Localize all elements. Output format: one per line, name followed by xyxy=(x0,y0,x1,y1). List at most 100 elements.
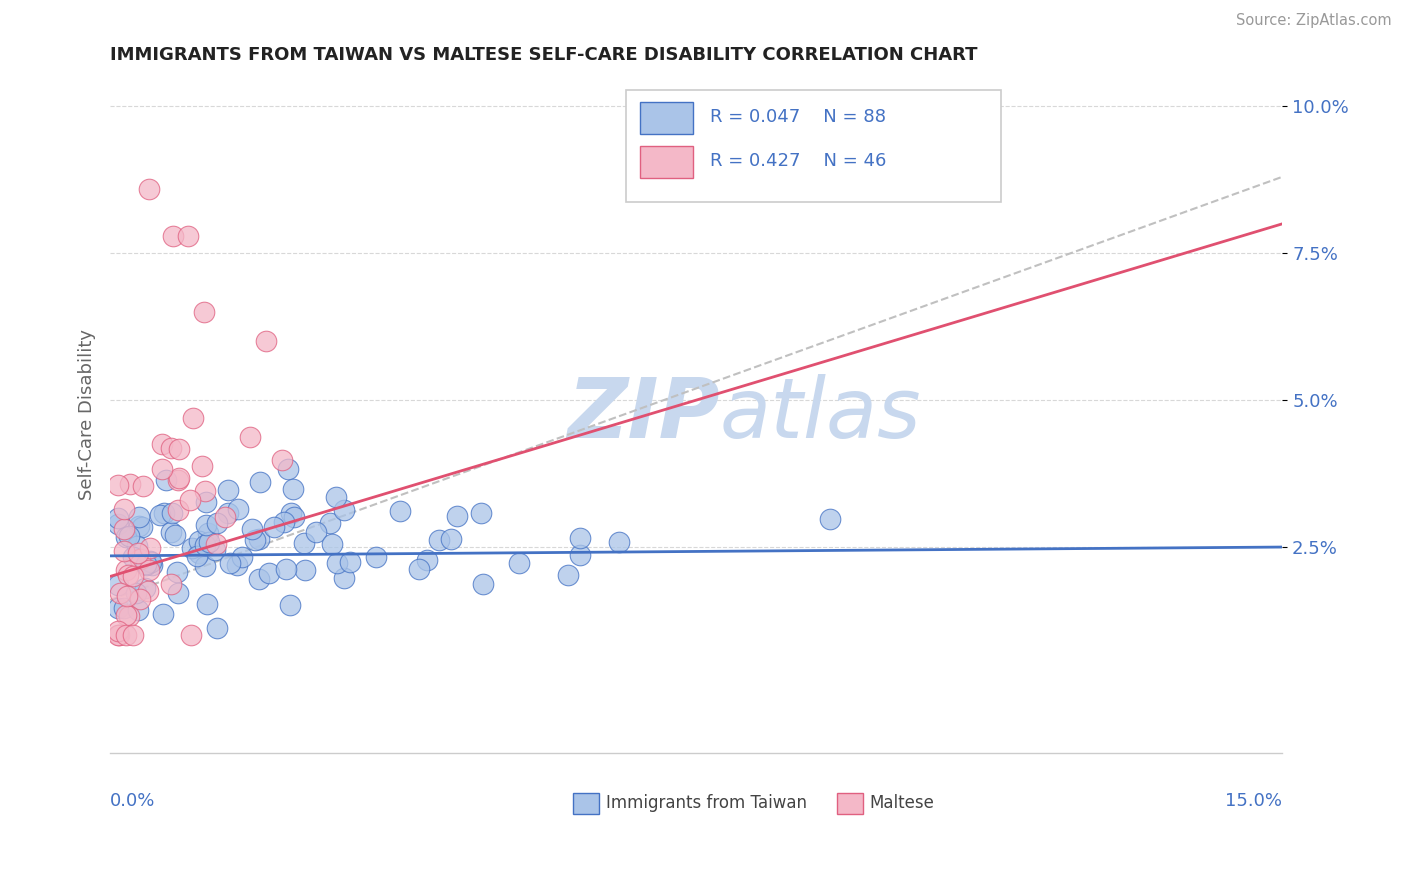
Point xyxy=(283,483,305,497)
FancyBboxPatch shape xyxy=(640,102,693,135)
Point xyxy=(226,558,249,573)
Point xyxy=(110,586,132,600)
Point xyxy=(122,569,145,583)
Point xyxy=(149,508,172,523)
Point xyxy=(179,493,201,508)
Y-axis label: Self-Care Disability: Self-Care Disability xyxy=(79,329,96,500)
Point xyxy=(416,553,439,567)
Point xyxy=(194,483,217,498)
Point xyxy=(112,600,135,615)
Point xyxy=(226,502,249,516)
Point xyxy=(125,586,148,600)
Point xyxy=(167,471,190,485)
Text: Immigrants from Taiwan: Immigrants from Taiwan xyxy=(606,795,807,813)
Point xyxy=(107,478,129,492)
Point xyxy=(188,534,211,549)
Point xyxy=(194,538,217,552)
Point xyxy=(193,305,215,319)
Point xyxy=(326,556,349,570)
Point xyxy=(321,537,343,551)
Point xyxy=(294,563,316,577)
Point xyxy=(186,549,208,563)
Point xyxy=(150,462,173,476)
Text: ZIP: ZIP xyxy=(567,375,720,455)
Point xyxy=(160,442,183,456)
Point xyxy=(107,628,129,642)
Text: R = 0.047    N = 88: R = 0.047 N = 88 xyxy=(710,109,886,127)
Point xyxy=(155,473,177,487)
Point xyxy=(107,511,129,525)
Point xyxy=(609,535,631,549)
FancyBboxPatch shape xyxy=(640,145,693,178)
Point xyxy=(162,228,184,243)
Point xyxy=(122,628,145,642)
Point xyxy=(292,536,315,550)
Point xyxy=(243,533,266,548)
Point xyxy=(217,506,239,520)
Point xyxy=(195,597,218,611)
Point xyxy=(167,586,190,600)
Point xyxy=(107,624,129,639)
Point xyxy=(569,531,592,545)
Text: Maltese: Maltese xyxy=(870,795,935,813)
Text: atlas: atlas xyxy=(720,375,921,455)
Point xyxy=(128,509,150,524)
Point xyxy=(273,515,295,529)
Point xyxy=(557,567,579,582)
Point xyxy=(129,592,152,607)
Point xyxy=(277,462,299,476)
Point xyxy=(239,429,262,443)
Point xyxy=(276,561,298,575)
Point xyxy=(219,557,242,571)
Point xyxy=(256,334,278,349)
Point xyxy=(339,555,361,569)
Point xyxy=(128,551,150,566)
FancyBboxPatch shape xyxy=(626,90,1001,202)
Point xyxy=(388,504,411,518)
Point xyxy=(270,452,292,467)
Point xyxy=(132,479,155,493)
FancyBboxPatch shape xyxy=(574,793,599,814)
Text: 0.0%: 0.0% xyxy=(110,791,156,810)
Point xyxy=(115,628,138,642)
Point xyxy=(180,628,202,642)
Point xyxy=(249,475,271,490)
Point xyxy=(166,473,188,487)
Point xyxy=(205,537,228,551)
Point xyxy=(135,558,157,573)
Point xyxy=(568,548,591,562)
Text: 15.0%: 15.0% xyxy=(1226,791,1282,810)
Point xyxy=(138,554,160,568)
Point xyxy=(364,549,387,564)
Point xyxy=(470,506,492,520)
Point xyxy=(141,558,163,573)
Point xyxy=(283,510,305,524)
Point xyxy=(439,533,461,547)
Point xyxy=(138,181,160,195)
Point xyxy=(139,555,162,569)
Point xyxy=(187,546,209,560)
Point xyxy=(231,550,253,565)
Point xyxy=(135,558,157,572)
Text: Source: ZipAtlas.com: Source: ZipAtlas.com xyxy=(1236,13,1392,29)
Point xyxy=(194,558,217,573)
Point xyxy=(138,564,160,578)
Point xyxy=(446,509,468,524)
Point xyxy=(818,511,841,525)
Point xyxy=(166,565,188,579)
Point xyxy=(107,628,129,642)
Point xyxy=(122,549,145,564)
Point xyxy=(118,529,141,543)
Point xyxy=(139,541,162,556)
Point xyxy=(332,571,354,585)
Point xyxy=(112,544,135,558)
Point xyxy=(115,607,138,622)
FancyBboxPatch shape xyxy=(837,793,863,814)
Point xyxy=(167,442,190,457)
Point xyxy=(163,528,186,542)
Point xyxy=(278,598,301,612)
Point xyxy=(160,507,183,521)
Point xyxy=(160,576,183,591)
Point xyxy=(117,568,139,582)
Point xyxy=(195,495,218,509)
